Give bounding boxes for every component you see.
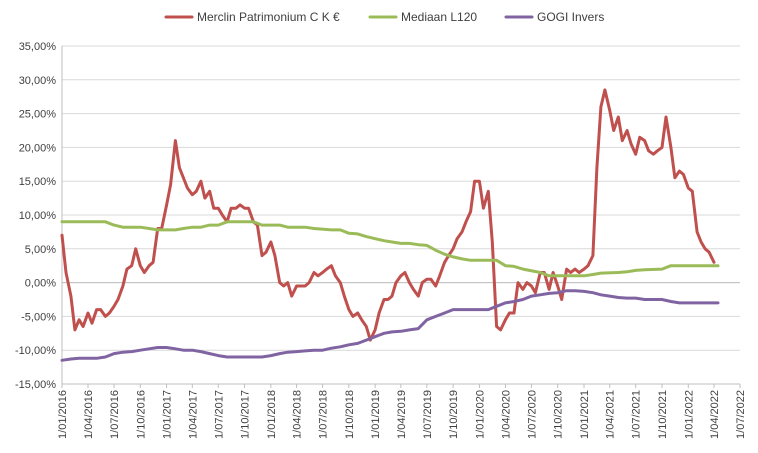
legend-label: Mediaan L120 [401,10,477,24]
y-tick-label: -5,00% [21,311,56,323]
x-tick-label: 1/07/2019 [422,390,434,439]
x-tick-label: 1/04/2018 [292,390,304,439]
x-tick-label: 1/04/2021 [605,390,617,439]
x-tick-label: 1/07/2022 [735,390,747,439]
x-tick-label: 1/07/2017 [213,390,225,439]
x-tick-label: 1/10/2018 [344,390,356,439]
x-tick-label: 1/10/2020 [553,390,565,439]
y-tick-label: 25,00% [19,109,57,121]
series-line-2 [60,220,720,278]
y-tick-label: 20,00% [19,142,57,154]
y-tick-label: 15,00% [19,176,57,188]
x-tick-label: 1/01/2017 [162,390,174,439]
x-tick-label: 1/07/2020 [526,390,538,439]
x-tick-label: 1/01/2020 [474,390,486,439]
y-tick-label: -10,00% [15,345,56,357]
x-tick-label: 1/04/2016 [83,390,95,439]
y-tick-label: -15,00% [15,379,56,391]
legend-label: GOGI Invers [537,10,604,24]
x-tick-label: 1/04/2017 [187,390,199,439]
x-axis-tick-labels: 1/01/2016 1/04/2016 1/07/2016 1/10/2016 1/01… [57,390,747,439]
y-tick-label: 35,00% [19,41,57,53]
x-tick-label: 1/10/2016 [135,390,147,439]
x-tick-label: 1/04/2022 [709,390,721,439]
x-tick-label: 1/07/2016 [109,390,121,439]
x-axis [61,46,741,388]
series-lines [60,88,720,362]
x-tick-label: 1/10/2021 [657,390,669,439]
x-tick-label: 1/04/2019 [396,390,408,439]
y-tick-label: 0,00% [25,278,56,290]
series-line-1 [60,88,716,342]
x-tick-label: 1/01/2018 [266,390,278,439]
x-tick-label: 1/04/2020 [500,390,512,439]
y-axis-tick-labels: -15,00% -10,00% -5,00% 0,00% 5,00% 10,00% 15,0… [15,41,56,391]
x-tick-label: 1/07/2021 [631,390,643,439]
chart-legend: Merclin Patrimonium C K € Mediaan L120 GOG… [164,10,604,24]
y-tick-label: 10,00% [19,210,57,222]
x-tick-label: 1/01/2016 [57,390,69,439]
x-tick-label: 1/01/2019 [370,390,382,439]
x-tick-label: 1/10/2017 [240,390,252,439]
x-tick-label: 1/01/2022 [683,390,695,439]
x-tick-label: 1/01/2021 [579,390,591,439]
x-tick-label: 1/07/2018 [318,390,330,439]
x-tick-label: 1/10/2019 [448,390,460,439]
y-tick-label: 5,00% [25,244,56,256]
series-line-3 [60,289,720,362]
legend-label: Merclin Patrimonium C K € [197,10,340,24]
y-tick-label: 30,00% [19,75,57,87]
